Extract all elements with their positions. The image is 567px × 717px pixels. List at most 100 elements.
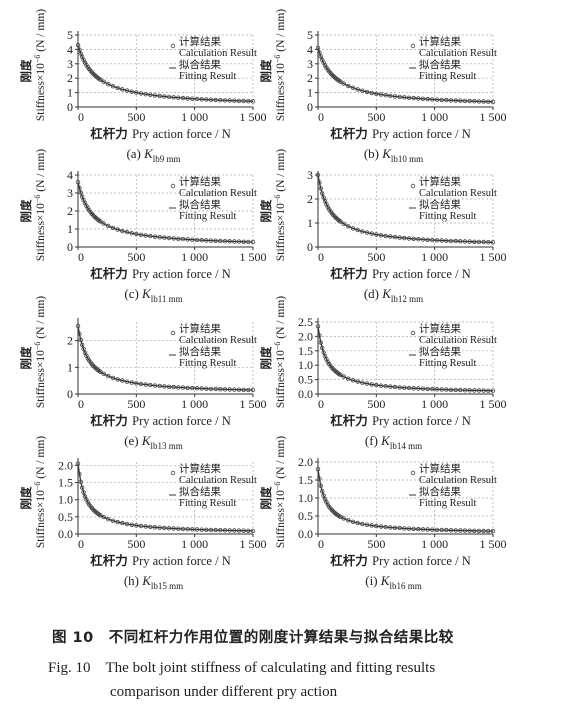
y-tick-label: 3 (307, 168, 313, 182)
x-tick-label: 500 (367, 397, 385, 411)
calculation-result-marker (374, 232, 379, 237)
calculation-result-marker (346, 376, 351, 381)
legend-label-calc-cn: 计算结果 (419, 322, 461, 335)
calculation-result-marker (383, 524, 388, 530)
y-tick-label: 0.0 (298, 387, 313, 401)
calculation-result-marker (171, 95, 176, 100)
calculation-result-marker (341, 374, 346, 379)
y-tick-label: 2.0 (58, 458, 73, 472)
calculation-result-marker (355, 379, 360, 384)
calculation-result-marker (213, 238, 218, 243)
calculation-result-marker (476, 99, 482, 104)
calculation-result-marker (476, 528, 482, 534)
calculation-result-marker (486, 528, 491, 534)
calculation-result-marker (250, 239, 256, 245)
x-tick-label: 1 000 (421, 397, 448, 411)
x-axis-label: 杠杆力 Pry action force / N (330, 126, 470, 141)
calculation-result-marker (190, 237, 195, 242)
calculation-result-marker (134, 90, 139, 95)
legend-label-fit-en: Fitting Result (179, 211, 237, 222)
calculation-result-marker (411, 386, 416, 391)
calculation-result-marker (315, 172, 321, 178)
legend-marker-calculation (410, 183, 416, 189)
y-tick-label: 0 (307, 240, 313, 254)
calculation-result-marker (360, 380, 365, 385)
calculation-result-marker (420, 527, 426, 532)
y-tick-label: 0.0 (298, 527, 313, 541)
calculation-result-marker (115, 85, 120, 91)
calculation-result-marker (79, 485, 85, 490)
calculation-result-marker (397, 94, 402, 100)
calculation-result-marker (106, 517, 111, 522)
calculation-result-marker (378, 233, 384, 238)
calculation-result-marker (110, 375, 116, 381)
calculation-result-marker (75, 323, 81, 329)
panel-caption: (b) Klb10 mm (364, 146, 423, 164)
y-tick-label: 2 (307, 192, 313, 206)
calculation-result-marker (152, 234, 158, 239)
calculation-result-marker (341, 81, 346, 86)
calculation-result-marker (246, 387, 251, 393)
legend-label-fit-cn: 拟合结果 (179, 58, 221, 71)
calculation-result-marker (467, 528, 472, 533)
calculation-result-marker (157, 383, 162, 389)
calculation-result-marker (364, 230, 370, 235)
calculation-result-marker (106, 223, 111, 229)
calculation-result-marker (402, 385, 407, 390)
legend-label-calc-cn: 计算结果 (419, 462, 461, 475)
calculation-result-marker (148, 382, 153, 388)
y-tick-label: 1 (67, 360, 73, 374)
calculation-result-marker (162, 525, 167, 531)
calculation-result-marker (355, 520, 360, 526)
calculation-result-marker (490, 388, 496, 393)
calculation-result-marker (374, 91, 379, 96)
calculation-result-marker (341, 221, 346, 226)
calculation-result-marker (346, 518, 351, 523)
calculation-result-marker (148, 92, 153, 97)
calculation-result-marker (98, 77, 103, 82)
y-tick-label: 0 (67, 240, 73, 254)
x-tick-label: 0 (318, 537, 324, 551)
calculation-result-marker (79, 194, 85, 199)
calculation-result-marker (490, 528, 496, 534)
calculation-result-marker (444, 238, 449, 243)
calculation-result-marker (448, 98, 454, 103)
fitting-result-line (77, 44, 253, 102)
calculation-result-marker (204, 386, 209, 391)
calculation-result-marker (416, 236, 421, 242)
fitting-result-line (317, 469, 493, 532)
calculation-result-marker (458, 98, 463, 103)
legend-label-fit-en: Fitting Result (419, 358, 477, 369)
y-tick-label: 4 (67, 42, 73, 56)
calculation-result-marker (180, 526, 186, 532)
calculation-result-marker (227, 98, 232, 103)
calculation-result-marker (157, 93, 162, 99)
calculation-result-marker (120, 87, 125, 92)
calculation-result-marker (448, 528, 454, 533)
subplot-h: 0.0 0.5 1.0 1.5 2.0 0 500 1 000 1 500 计算结果Calcula… (19, 436, 267, 591)
calculation-result-marker (176, 385, 181, 390)
y-tick-label: 1 (67, 86, 73, 100)
calculation-result-marker (416, 526, 421, 532)
calculation-result-marker (364, 522, 370, 527)
panel-caption: (c) Klb11 mm (124, 286, 182, 304)
x-tick-label: 500 (367, 110, 385, 124)
panel-caption: (d) Klb12 mm (364, 286, 423, 304)
calculation-result-marker (486, 239, 491, 245)
calculation-result-marker (374, 382, 379, 388)
y-axis-label-en: Stiffness×10−6 (N / mm) (273, 149, 287, 261)
x-tick-label: 500 (127, 537, 145, 551)
legend-marker-calculation (410, 330, 416, 336)
y-axis-label-en: Stiffness×10−6 (N / mm) (273, 296, 287, 408)
legend-marker-calculation (410, 43, 416, 49)
y-tick-label: 0.5 (58, 510, 73, 524)
calculation-result-marker (388, 525, 393, 530)
calculation-result-marker (462, 98, 468, 104)
y-tick-label: 0.5 (298, 509, 313, 523)
calculation-result-marker (199, 97, 204, 102)
calculation-result-marker (129, 89, 134, 94)
calculation-result-marker (317, 180, 322, 185)
legend-label-fit-cn: 拟合结果 (179, 198, 221, 211)
